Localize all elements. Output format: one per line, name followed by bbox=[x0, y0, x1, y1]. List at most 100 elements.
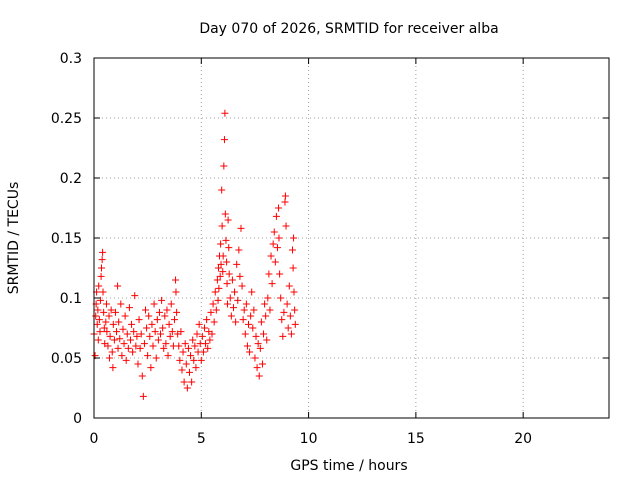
data-point bbox=[285, 282, 293, 290]
data-point bbox=[180, 378, 188, 386]
data-point bbox=[192, 364, 200, 372]
data-point bbox=[195, 320, 203, 328]
data-point bbox=[262, 312, 270, 320]
data-point bbox=[217, 260, 225, 268]
data-point bbox=[226, 294, 234, 302]
data-point bbox=[100, 324, 108, 332]
data-point bbox=[140, 340, 148, 348]
data-point bbox=[263, 336, 271, 344]
data-point bbox=[129, 348, 137, 356]
data-point bbox=[287, 330, 295, 338]
data-point bbox=[212, 306, 220, 314]
data-point bbox=[197, 356, 205, 364]
data-point bbox=[278, 316, 286, 324]
data-point bbox=[286, 312, 294, 320]
data-point bbox=[270, 228, 278, 236]
data-point bbox=[271, 258, 279, 266]
data-point bbox=[125, 304, 133, 312]
data-point bbox=[172, 288, 180, 296]
data-point bbox=[158, 296, 166, 304]
data-point bbox=[255, 372, 263, 380]
data-point bbox=[100, 308, 108, 316]
data-point bbox=[190, 356, 198, 364]
y-axis-label: SRMTID / TECUs bbox=[6, 182, 22, 295]
data-point bbox=[179, 348, 187, 356]
data-point bbox=[135, 316, 143, 324]
data-point bbox=[152, 354, 160, 362]
data-point bbox=[145, 312, 153, 320]
data-point bbox=[289, 264, 297, 272]
data-point bbox=[233, 260, 241, 268]
data-point bbox=[133, 332, 141, 340]
data-point bbox=[144, 352, 152, 360]
y-tick-label: 0.25 bbox=[51, 111, 82, 127]
plot-frame bbox=[93, 57, 610, 419]
data-point bbox=[123, 330, 131, 338]
data-point bbox=[103, 328, 111, 336]
data-point bbox=[240, 306, 248, 314]
data-point bbox=[218, 186, 226, 194]
data-point bbox=[177, 328, 185, 336]
data-point bbox=[252, 332, 260, 340]
data-point bbox=[261, 300, 269, 308]
data-point bbox=[223, 258, 231, 266]
data-point bbox=[215, 284, 223, 292]
data-point bbox=[121, 312, 129, 320]
data-point bbox=[161, 312, 169, 320]
data-point bbox=[95, 316, 103, 324]
data-point bbox=[213, 276, 221, 284]
data-point bbox=[260, 330, 268, 338]
data-point bbox=[164, 352, 172, 360]
data-point bbox=[96, 328, 104, 336]
data-point bbox=[203, 316, 211, 324]
data-point bbox=[223, 300, 231, 308]
data-point bbox=[221, 109, 229, 117]
data-point bbox=[245, 320, 252, 328]
data-point bbox=[137, 330, 145, 338]
data-point bbox=[172, 276, 180, 284]
axis-ticks bbox=[93, 57, 609, 419]
data-point bbox=[228, 276, 236, 284]
data-point bbox=[138, 372, 146, 380]
data-point bbox=[290, 234, 298, 242]
data-point bbox=[118, 352, 126, 360]
data-point bbox=[193, 330, 201, 338]
x-tick-label: 10 bbox=[300, 431, 318, 447]
data-point bbox=[216, 272, 224, 280]
data-point bbox=[229, 304, 237, 312]
data-point bbox=[231, 288, 239, 296]
data-point bbox=[188, 378, 196, 386]
data-point bbox=[269, 240, 277, 248]
data-point bbox=[102, 300, 110, 308]
data-point bbox=[165, 320, 173, 328]
data-point bbox=[282, 222, 290, 230]
data-point bbox=[291, 320, 299, 328]
data-point bbox=[248, 288, 256, 296]
data-point bbox=[149, 342, 157, 350]
data-point bbox=[162, 340, 170, 348]
data-point bbox=[242, 300, 250, 308]
data-point bbox=[202, 340, 210, 348]
data-point bbox=[243, 342, 251, 350]
data-point bbox=[224, 216, 232, 224]
data-point bbox=[283, 300, 291, 308]
data-point bbox=[99, 288, 107, 296]
data-point bbox=[157, 330, 165, 338]
data-point bbox=[173, 308, 181, 316]
data-point bbox=[151, 328, 159, 336]
data-point bbox=[220, 136, 228, 144]
data-point bbox=[199, 348, 207, 356]
data-point bbox=[105, 354, 113, 362]
data-point bbox=[219, 252, 227, 260]
data-point bbox=[114, 282, 122, 290]
data-point bbox=[218, 222, 226, 230]
data-point bbox=[225, 244, 233, 252]
data-point bbox=[264, 294, 272, 302]
data-point bbox=[130, 328, 138, 336]
data-point bbox=[291, 306, 299, 314]
data-point bbox=[250, 306, 258, 314]
data-point bbox=[132, 342, 140, 350]
data-point bbox=[148, 320, 156, 328]
data-point bbox=[94, 306, 102, 314]
